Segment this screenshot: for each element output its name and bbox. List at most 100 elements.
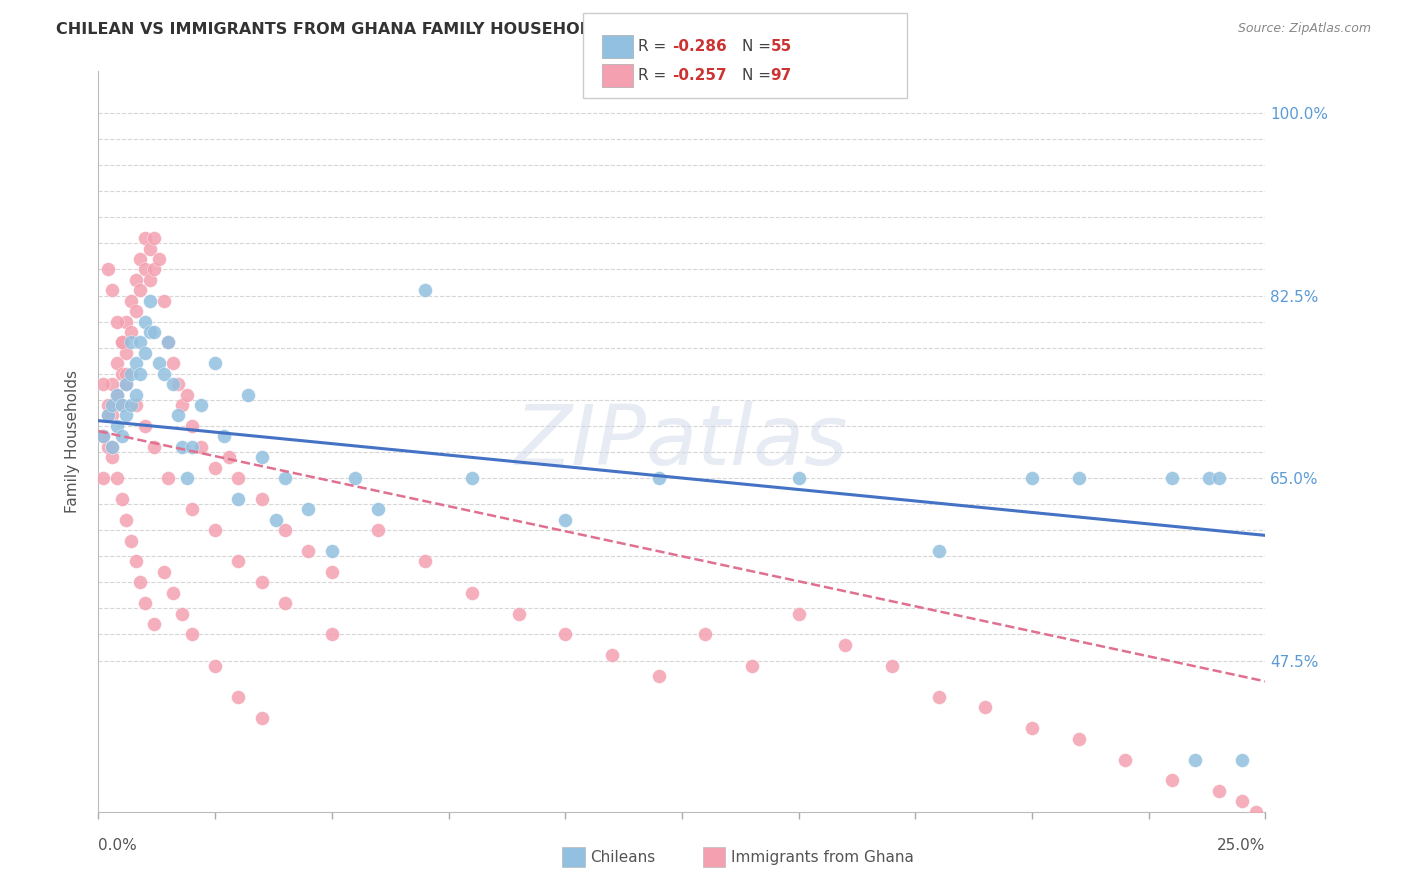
Point	[101, 409, 124, 423]
Point	[834, 638, 856, 652]
Point	[115, 377, 138, 392]
Point	[321, 627, 343, 641]
Point	[1021, 721, 1043, 735]
Point	[974, 700, 997, 714]
Point	[204, 658, 226, 673]
Point	[228, 690, 250, 704]
Point	[91, 471, 114, 485]
Point	[139, 293, 162, 308]
Point	[111, 429, 134, 443]
Point	[228, 554, 250, 568]
Point	[139, 242, 162, 256]
Point	[152, 367, 174, 381]
Text: N =: N =	[742, 69, 776, 83]
Point	[228, 491, 250, 506]
Point	[139, 325, 162, 339]
Point	[162, 356, 184, 370]
Point	[204, 523, 226, 537]
Point	[105, 418, 128, 433]
Point	[1208, 784, 1230, 798]
Point	[97, 440, 120, 454]
Point	[129, 335, 152, 350]
Point	[105, 387, 128, 401]
Point	[101, 440, 124, 454]
Point	[115, 315, 138, 329]
Point	[554, 627, 576, 641]
Y-axis label: Family Households: Family Households	[65, 370, 80, 513]
Point	[1114, 753, 1136, 767]
Point	[111, 491, 134, 506]
Point	[172, 607, 194, 621]
Point	[105, 315, 128, 329]
Point	[91, 429, 114, 443]
Point	[111, 398, 134, 412]
Point	[125, 273, 148, 287]
Point	[125, 387, 148, 401]
Point	[461, 586, 484, 600]
Point	[157, 335, 180, 350]
Text: -0.286: -0.286	[672, 39, 727, 54]
Point	[157, 335, 180, 350]
Text: CHILEAN VS IMMIGRANTS FROM GHANA FAMILY HOUSEHOLDS CORRELATION CHART: CHILEAN VS IMMIGRANTS FROM GHANA FAMILY …	[56, 22, 813, 37]
Point	[190, 398, 212, 412]
Point	[367, 523, 389, 537]
Point	[928, 544, 950, 558]
Point	[134, 596, 156, 610]
Point	[134, 262, 156, 277]
Point	[236, 387, 259, 401]
Point	[214, 429, 236, 443]
Point	[120, 533, 142, 548]
Point	[172, 398, 194, 412]
Point	[97, 409, 120, 423]
Point	[600, 648, 623, 663]
Point	[143, 440, 166, 454]
Text: R =: R =	[638, 39, 672, 54]
Text: N =: N =	[742, 39, 776, 54]
Point	[125, 356, 148, 370]
Text: ZIPatlas: ZIPatlas	[515, 401, 849, 482]
Point	[143, 617, 166, 632]
Point	[1067, 471, 1090, 485]
Point	[152, 565, 174, 579]
Text: -0.257: -0.257	[672, 69, 727, 83]
Point	[1208, 471, 1230, 485]
Point	[115, 346, 138, 360]
Point	[97, 398, 120, 412]
Point	[413, 283, 436, 297]
Point	[787, 471, 810, 485]
Text: 55: 55	[770, 39, 792, 54]
Point	[180, 502, 202, 516]
Point	[554, 513, 576, 527]
Point	[176, 387, 198, 401]
Point	[250, 711, 273, 725]
Point	[120, 398, 142, 412]
Point	[91, 429, 114, 443]
Point	[1184, 753, 1206, 767]
Point	[139, 273, 162, 287]
Point	[1244, 805, 1267, 819]
Point	[105, 356, 128, 370]
Point	[228, 471, 250, 485]
Point	[928, 690, 950, 704]
Point	[105, 387, 128, 401]
Text: Source: ZipAtlas.com: Source: ZipAtlas.com	[1237, 22, 1371, 36]
Point	[880, 658, 903, 673]
Point	[647, 471, 669, 485]
Point	[180, 440, 202, 454]
Point	[143, 325, 166, 339]
Point	[180, 418, 202, 433]
Text: 97: 97	[770, 69, 792, 83]
Point	[101, 398, 124, 412]
Point	[190, 440, 212, 454]
Point	[129, 283, 152, 297]
Text: Chileans: Chileans	[591, 850, 655, 864]
Point	[101, 450, 124, 465]
Point	[134, 231, 156, 245]
Point	[115, 409, 138, 423]
Point	[176, 471, 198, 485]
Point	[111, 398, 134, 412]
Point	[97, 409, 120, 423]
Point	[1021, 471, 1043, 485]
Point	[115, 513, 138, 527]
Point	[321, 544, 343, 558]
